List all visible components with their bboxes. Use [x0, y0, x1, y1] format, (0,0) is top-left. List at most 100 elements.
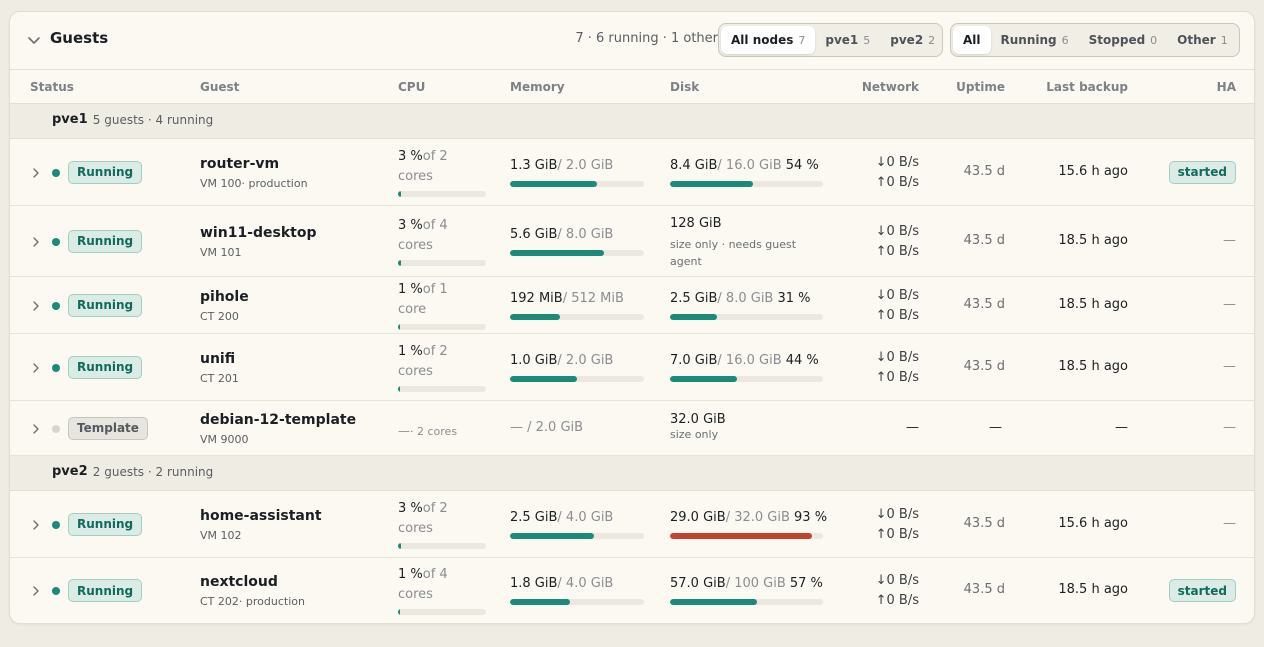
memory-total: / 2.0 GiB: [523, 419, 584, 435]
ha-status-badge: started: [1168, 579, 1236, 602]
guest-name[interactable]: win11-desktop: [200, 224, 317, 241]
network-up: ↑0 B/s: [875, 307, 919, 323]
chevron-right-icon[interactable]: [29, 361, 43, 375]
table-row[interactable]: Running pihole CT 200 1 %of 1 core 192 MiB/ …: [10, 277, 1254, 334]
memory-usage: 192 MiB/ 512 MiB: [510, 291, 624, 306]
memory-bar: [510, 249, 644, 256]
guest-name[interactable]: router-vm: [200, 155, 280, 172]
table-row[interactable]: Running router-vm VM 100· production 3 %of …: [10, 139, 1254, 206]
status-filter-all[interactable]: All: [953, 26, 991, 54]
table-row[interactable]: Running home-assistant VM 102 3 %of 2 cores…: [10, 491, 1254, 558]
memory-usage: 1.0 GiB/ 2.0 GiB: [510, 353, 613, 368]
table-row[interactable]: Running unifi CT 201 1 %of 2 cores 1.0 GiB/ …: [10, 334, 1254, 401]
last-backup-value: 18.5 h ago: [1058, 296, 1128, 312]
node-filter-label: All nodes: [731, 33, 794, 47]
uptime-value: 43.5 d: [963, 232, 1005, 248]
memory-value: 2.5 GiB: [510, 509, 558, 525]
disk-value: 32.0 GiB: [670, 411, 726, 427]
memory-bar: [510, 532, 644, 539]
cpu-value: 3 %: [398, 500, 423, 516]
chevron-down-icon[interactable]: [24, 30, 44, 50]
node-group-header[interactable]: pve2 2 guests · 2 running: [10, 456, 1254, 491]
node-filter-count: 5: [863, 33, 871, 47]
node-group-header[interactable]: pve1 5 guests · 4 running: [10, 104, 1254, 139]
status-dot-icon: [52, 301, 60, 310]
disk-usage: 29.0 GiB/ 32.0 GiB 93 %: [670, 510, 827, 525]
chevron-right-icon[interactable]: [29, 584, 43, 598]
disk-bar-fill: [670, 180, 753, 187]
guest-id: VM 101: [200, 245, 242, 259]
memory-usage: 5.6 GiB/ 8.0 GiB: [510, 227, 613, 242]
memory-total: / 8.0 GiB: [557, 226, 614, 242]
memory-usage: 1.8 GiB/ 4.0 GiB: [510, 576, 613, 591]
network-up: ↑0 B/s: [875, 369, 919, 385]
table-row[interactable]: Running nextcloud CT 202· production 1 %of …: [10, 558, 1254, 623]
disk-value: 29.0 GiB: [670, 509, 726, 525]
col-cpu: CPU: [398, 80, 426, 94]
cpu-usage: 1 %of 4 cores: [398, 565, 478, 605]
table-row[interactable]: Running win11-desktop VM 101 3 %of 4 cores 5…: [10, 206, 1254, 277]
col-status: Status: [30, 80, 74, 94]
disk-total: / 8.0 GiB: [717, 290, 774, 306]
guest-name[interactable]: nextcloud: [200, 574, 278, 590]
disk-value: 7.0 GiB: [670, 352, 718, 368]
memory-bar-fill: [510, 599, 571, 605]
guest-name[interactable]: pihole: [200, 288, 249, 305]
cpu-bar: [398, 609, 486, 615]
memory-total: / 4.0 GiB: [557, 509, 614, 525]
chevron-right-icon[interactable]: [29, 422, 43, 436]
chevron-right-icon[interactable]: [29, 518, 43, 532]
memory-value: 5.6 GiB: [510, 226, 558, 242]
cpu-bar-fill: [398, 190, 401, 197]
disk-percent: 57 %: [785, 576, 823, 591]
cpu-bar-fill: [398, 609, 400, 615]
cpu-value: 3 %: [398, 148, 423, 164]
status-dot-icon: [52, 237, 60, 246]
status-badge: Running: [68, 579, 143, 602]
disk-usage: 57.0 GiB/ 100 GiB 57 %: [670, 576, 823, 591]
node-filter-pve1[interactable]: pve1 5: [815, 26, 880, 54]
disk-usage: 128 GiB: [670, 216, 722, 231]
cpu-bar-fill: [398, 542, 401, 549]
disk-bar: [670, 532, 823, 539]
cpu-usage: 3 %of 2 cores: [398, 147, 478, 187]
status-badge: Running: [68, 512, 143, 536]
chevron-right-icon[interactable]: [29, 235, 43, 249]
status-filter-other[interactable]: Other 1: [1167, 26, 1238, 54]
memory-value: 1.8 GiB: [510, 576, 558, 591]
node-filter-all-nodes[interactable]: All nodes 7: [721, 26, 816, 54]
disk-value: 57.0 GiB: [670, 576, 726, 591]
chevron-right-icon[interactable]: [29, 299, 43, 313]
memory-total: / 4.0 GiB: [557, 576, 614, 591]
guest-summary: 7 · 6 running · 1 other: [575, 31, 718, 46]
status-dot-icon: [52, 363, 60, 372]
cpu-usage: 3 %of 4 cores: [398, 216, 478, 256]
guest-name[interactable]: debian-12-template: [200, 411, 357, 428]
status-badge: Running: [68, 229, 143, 253]
cpu-value: 1 %: [398, 567, 423, 582]
ha-status-badge: started: [1168, 160, 1236, 184]
cpu-cores: of 2 cores: [398, 343, 448, 379]
memory-total: / 512 MiB: [562, 290, 624, 306]
status-filter-count: 1: [1220, 33, 1228, 47]
node-filter-label: pve1: [825, 33, 859, 47]
status-filter-running[interactable]: Running 6: [991, 26, 1079, 54]
node-filter-pve2[interactable]: pve2 2: [880, 26, 945, 54]
network-up: ↑0 B/s: [875, 174, 919, 190]
status-filter-stopped[interactable]: Stopped 0: [1079, 26, 1168, 54]
guest-id: VM 100· production: [200, 176, 308, 190]
node-name: pve2: [52, 464, 88, 479]
cpu-usage: 1 %of 2 cores: [398, 342, 478, 382]
table-row[interactable]: Template debian-12-template VM 9000 —· 2 co…: [10, 401, 1254, 456]
disk-value: 8.4 GiB: [670, 157, 718, 173]
col-disk: Disk: [670, 80, 700, 94]
node-group-meta: 5 guests · 4 running: [92, 113, 214, 127]
guest-name[interactable]: home-assistant: [200, 507, 322, 524]
memory-bar: [510, 599, 644, 605]
cpu-bar: [398, 323, 486, 330]
disk-total: / 16.0 GiB: [717, 157, 782, 173]
chevron-right-icon[interactable]: [29, 166, 43, 180]
ha-value: —: [1223, 419, 1236, 435]
memory-bar-fill: [510, 313, 561, 320]
guest-name[interactable]: unifi: [200, 350, 236, 367]
